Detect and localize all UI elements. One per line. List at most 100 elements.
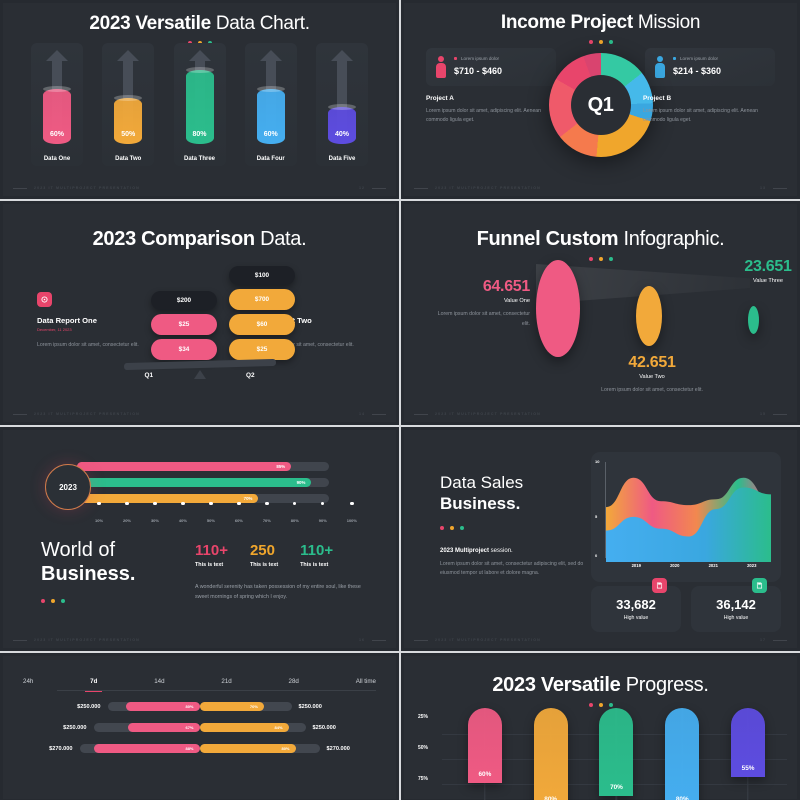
horizontal-bar-chart: 85% 90% 70% [77, 462, 329, 510]
tab-21d[interactable]: 21d [221, 678, 232, 685]
footer-page-number: 12 [359, 186, 365, 190]
x-tick-label: 2019 [631, 563, 641, 568]
report-two-body: Lorem ipsum dolor sit amet, consectetur … [252, 342, 354, 348]
slider-track-right[interactable]: 70% [199, 702, 292, 711]
slide-comparison-data[interactable]: 2023 Comparison Data. Data Report One De… [0, 201, 399, 425]
slider-track-right[interactable]: 84% [199, 723, 306, 732]
bar-value: 85% [77, 462, 292, 471]
footer-text: 2023 IT Multiproject presentation [34, 638, 140, 642]
slide-world-of-business[interactable]: 2023 85% 90% 70% 10% 20% 30% 40% 50% 60% 70% 80% 9… [0, 427, 399, 651]
footer-page-number: 14 [359, 412, 365, 416]
area-series [606, 477, 771, 562]
donut-center-label: Q1 [587, 93, 614, 116]
stat-card-right: Lorem ipsum dolor $214 - $360 [645, 48, 775, 86]
dot-indicator [404, 703, 797, 707]
stats-paragraph: A wonderful serenity has taken possessio… [195, 584, 361, 601]
tube-column: 60% Data Four [244, 43, 297, 166]
scale-tick: 10% [95, 502, 103, 527]
dot-indicator [440, 525, 590, 530]
slide-income-project-mission[interactable]: Income Project Mission Lorem ipsum dolor… [401, 0, 800, 199]
slider-track-right[interactable]: 80% [199, 744, 320, 753]
tube-value: 60% [263, 131, 278, 138]
project-b-body: Lorem ipsum dolor sit amet, adipiscing e… [643, 108, 758, 123]
progress-bar: 80% [665, 708, 700, 800]
value-pill: $200 [151, 291, 217, 310]
page-title: 2023 Comparison Data. [92, 228, 307, 250]
stat-number: 110+ [300, 542, 334, 559]
target-icon-pink [37, 292, 52, 307]
slide-versatile-progress[interactable]: 2023 Versatile Progress. 25% 50% 75% 60% 80… [401, 653, 800, 800]
area-chart: 10 5 0 [591, 452, 781, 582]
tab-14d[interactable]: 14d [154, 678, 165, 685]
stat-item: 250 This is text [250, 542, 278, 568]
progress-value: 70% [610, 784, 623, 791]
kpi-label: High value [623, 615, 649, 621]
slide-versatile-data-chart[interactable]: 2023 Versatile Data Chart. 60% Data One 50… [0, 0, 399, 199]
tab-all-time[interactable]: All time [355, 678, 376, 685]
q2-label: Q2 [245, 372, 255, 379]
value-pill: $25 [151, 314, 217, 335]
progress-row: $270.000 88% 80% $270.000 [15, 744, 384, 753]
y-tick-label: 50% [418, 745, 429, 751]
footer-rule-right [372, 639, 386, 641]
slide-time-range-bars[interactable]: 24h 7d 14d 21d 28d All time $250.000 80% 70% $25… [0, 653, 399, 800]
sales-subheading: 2023 Multiproject session. [440, 547, 513, 554]
time-range-tabs[interactable]: 24h 7d 14d 21d 28d All time [23, 678, 376, 692]
tube-label: Data One [43, 156, 71, 162]
progress-value: 80% [544, 796, 558, 800]
slider-track-left[interactable]: 88% [79, 744, 200, 753]
project-a-body: Lorem ipsum dolor sit amet, adipiscing e… [426, 108, 541, 123]
stat-item: 110+ This is text [300, 542, 333, 568]
kpi-cards: 33,682 High value 36,142 High value [591, 578, 781, 632]
slide-footer: 2023 IT Multiproject presentation 14 [13, 412, 386, 416]
x-tick-label: 2020 [670, 563, 680, 568]
slide-funnel-custom-infographic[interactable]: Funnel Custom Infographic. 64.651 Value … [401, 201, 800, 425]
scale-tick: 20% [123, 502, 131, 527]
value-pill: $700 [229, 289, 295, 310]
progress-value: 60% [478, 771, 492, 778]
slide-data-sales-business[interactable]: Data Sales Business. 2023 Multiproject se… [401, 427, 800, 651]
footer-text: 2023 IT Multiproject presentation [34, 186, 140, 190]
tube-column: 60% Data One [31, 43, 83, 166]
row-amount-left: $250.000 [63, 724, 87, 731]
footer-text: 2023 IT Multiproject presentation [34, 412, 140, 416]
funnel-value-3: 23.651 Value Three [718, 258, 800, 284]
slider-fill-left: 80% [125, 702, 200, 711]
donut-chart: Q1 [548, 53, 653, 157]
funnel-stage-3 [748, 306, 759, 334]
slide-footer: 2023 IT Multiproject presentation 12 [13, 186, 386, 190]
comparison-scale: Data Report One December, 11 2023 Lorem … [23, 254, 376, 388]
funnel-number-1: 64.651 [482, 278, 530, 295]
scale-tick: 100% [347, 502, 357, 527]
row-amount-left: $250.000 [77, 703, 101, 710]
scale-tick: 50% [207, 502, 215, 527]
slider-track-left[interactable]: 67% [93, 723, 200, 732]
progress-rows: $250.000 80% 70% $250.000 $250.000 67% 84% $250… [15, 702, 384, 765]
footer-rule-left [414, 413, 428, 415]
save-icon [652, 578, 667, 593]
page-title: 2023 Versatile Data Chart. [89, 13, 310, 34]
tube-column: 40% Data Five [316, 43, 368, 166]
progress-bar: 55% [731, 708, 766, 800]
tube-column: 80% Data Three [173, 43, 226, 166]
tab-24h[interactable]: 24h [23, 678, 34, 685]
kpi-number: 33,682 [616, 597, 656, 612]
year-ring-label: 2023 [59, 482, 77, 492]
slide-footer: 2023 IT Multiproject presentation 17 [414, 638, 787, 642]
card-caption-right: Lorem ipsum dolor [673, 56, 718, 61]
scale-tick: 40% [179, 502, 187, 527]
slider-track-left[interactable]: 80% [107, 702, 200, 711]
card-value-right: $214 - $360 [673, 66, 722, 76]
chart-y-axis [605, 462, 606, 558]
q1-label: Q1 [144, 372, 154, 379]
slider-fill-right: 80% [199, 744, 296, 753]
footer-rule-right [773, 187, 787, 189]
tab-28d[interactable]: 28d [288, 678, 299, 685]
slide-footer: 2023 IT Multiproject presentation 15 [414, 412, 787, 416]
footer-rule-left [414, 639, 428, 641]
tab-7d[interactable]: 7d [84, 678, 103, 692]
stat-item: 110+ This is text [195, 542, 228, 568]
headline: Data Sales Business. [440, 473, 524, 514]
value-pill: $34 [151, 339, 217, 360]
